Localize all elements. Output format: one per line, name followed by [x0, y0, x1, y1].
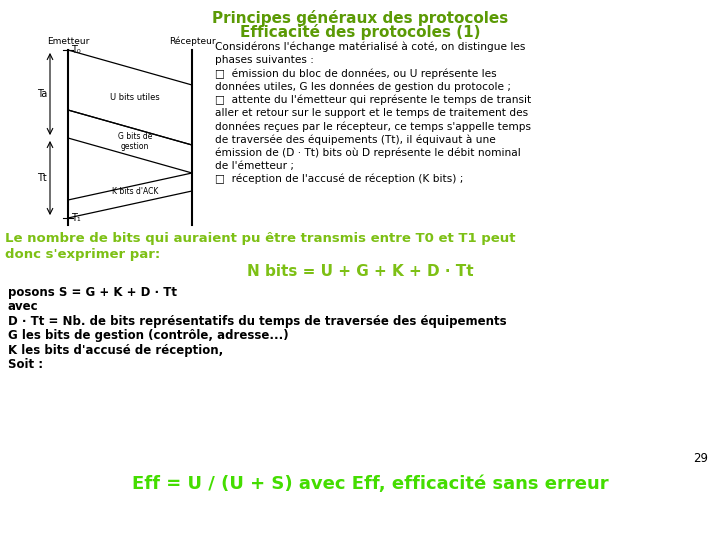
Text: Considérons l'échange matérialisé à coté, on distingue les: Considérons l'échange matérialisé à coté… — [215, 42, 526, 52]
Text: D · Tt = Nb. de bits représentatifs du temps de traversée des équipements: D · Tt = Nb. de bits représentatifs du t… — [8, 315, 507, 328]
Text: G bits de
gestion: G bits de gestion — [118, 132, 152, 151]
Text: U bits utiles: U bits utiles — [110, 93, 160, 102]
Text: de traversée des équipements (Tt), il équivaut à une: de traversée des équipements (Tt), il éq… — [215, 134, 496, 145]
Text: Emetteur: Emetteur — [47, 37, 89, 46]
Text: Eff = U / (U + S) avec Eff, efficacité sans erreur: Eff = U / (U + S) avec Eff, efficacité s… — [132, 475, 608, 493]
Text: □  émission du bloc de données, ou U représente les: □ émission du bloc de données, ou U repr… — [215, 69, 497, 79]
Text: avec: avec — [8, 300, 39, 314]
Text: K bits d'ACK: K bits d'ACK — [112, 187, 158, 196]
Text: □  attente du l'émetteur qui représente le temps de transit: □ attente du l'émetteur qui représente l… — [215, 95, 531, 105]
Text: données utiles, G les données de gestion du protocole ;: données utiles, G les données de gestion… — [215, 82, 511, 92]
Text: Récepteur: Récepteur — [168, 37, 215, 46]
Text: Ta: Ta — [37, 89, 47, 99]
Text: G les bits de gestion (contrôle, adresse...): G les bits de gestion (contrôle, adresse… — [8, 329, 289, 342]
Text: T₀: T₀ — [71, 45, 81, 55]
Text: N bits = U + G + K + D · Tt: N bits = U + G + K + D · Tt — [247, 264, 473, 279]
Text: Le nombre de bits qui auraient pu être transmis entre T0 et T1 peut: Le nombre de bits qui auraient pu être t… — [5, 232, 516, 245]
Text: Tt: Tt — [37, 173, 47, 183]
Text: T₁: T₁ — [71, 213, 81, 223]
Text: Soit :: Soit : — [8, 359, 43, 372]
Text: K les bits d'accusé de réception,: K les bits d'accusé de réception, — [8, 344, 223, 357]
Text: émission de (D · Tt) bits où D représente le débit nominal: émission de (D · Tt) bits où D représent… — [215, 147, 521, 158]
Text: de l'émetteur ;: de l'émetteur ; — [215, 161, 294, 171]
Text: □  réception de l'accusé de réception (K bits) ;: □ réception de l'accusé de réception (K … — [215, 174, 464, 185]
Text: Efficacité des protocoles (1): Efficacité des protocoles (1) — [240, 24, 480, 40]
Text: donc s'exprimer par:: donc s'exprimer par: — [5, 248, 161, 261]
Text: phases suivantes :: phases suivantes : — [215, 55, 314, 65]
Text: Principes généraux des protocoles: Principes généraux des protocoles — [212, 10, 508, 26]
Text: aller et retour sur le support et le temps de traitement des: aller et retour sur le support et le tem… — [215, 108, 528, 118]
Text: 29: 29 — [693, 452, 708, 465]
Text: posons S = G + K + D · Tt: posons S = G + K + D · Tt — [8, 286, 177, 299]
Text: données reçues par le récepteur, ce temps s'appelle temps: données reçues par le récepteur, ce temp… — [215, 121, 531, 132]
